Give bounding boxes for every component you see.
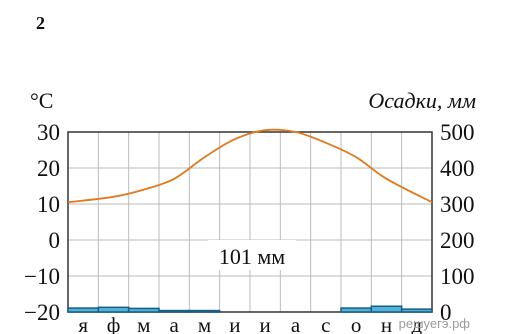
month-label: м [137,313,150,334]
annotation-background [208,240,296,270]
right-tick-label: 300 [440,192,475,217]
right-tick-label: 100 [440,264,475,289]
left-tick-label: 10 [37,192,60,217]
precipitation-bar [97,306,130,313]
month-label: а [291,313,301,334]
chart-frame [67,131,433,313]
right-tick-label: 0 [440,300,452,325]
month-label: ф [107,313,121,334]
left-axis-title: °C [30,88,53,113]
left-tick-label: −20 [24,300,60,325]
left-tick-label: −10 [24,264,60,289]
precipitation-bar [127,307,160,313]
left-tick-label: 20 [37,156,60,181]
precipitation-bar [400,308,433,313]
month-label: н [381,313,392,334]
month-label: а [170,313,180,334]
month-label: и [260,313,271,334]
task-number: 2 [36,13,45,33]
month-label: и [229,313,240,334]
right-tick-label: 500 [440,120,475,145]
right-tick-label: 200 [440,228,475,253]
month-label: м [198,313,211,334]
watermark: решуегэ.рф [399,316,471,331]
annotation-total-precipitation: 101 мм [219,244,285,269]
precipitation-bar [340,307,373,313]
month-label: о [351,313,362,334]
month-label: д [411,313,422,334]
precipitation-bar [370,305,403,313]
right-tick-label: 400 [440,156,475,181]
month-label: с [321,313,330,334]
right-axis-title: Осадки, мм [368,88,476,113]
precipitation-bar [188,309,221,313]
month-label: я [78,313,88,334]
precipitation-bar [67,307,100,313]
temperature-line [67,128,433,204]
left-tick-label: 30 [37,120,60,145]
left-tick-label: 0 [49,228,61,253]
precipitation-bar [158,309,191,313]
